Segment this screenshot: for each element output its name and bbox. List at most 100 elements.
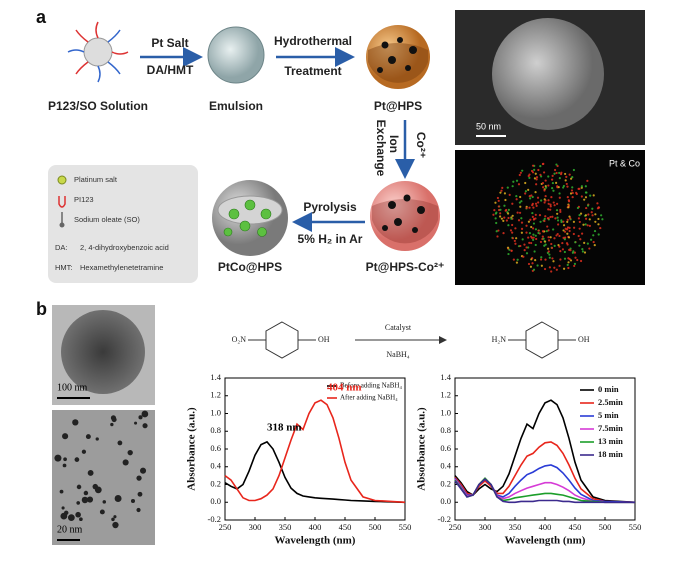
- eds-dot: [571, 186, 574, 189]
- legend-label: 18 min: [598, 449, 623, 459]
- tem-dot: [72, 419, 79, 426]
- eds-dot: [597, 223, 600, 226]
- particle: [239, 220, 251, 232]
- eds-dot: [579, 212, 583, 215]
- eds-dot: [525, 231, 528, 234]
- data-line: [224, 399, 406, 504]
- particle: [381, 41, 389, 49]
- eds-dot: [507, 212, 510, 215]
- particle: [377, 67, 383, 73]
- eds-dot: [527, 262, 531, 266]
- step-label: Hydrothermal: [274, 34, 352, 48]
- tem-dot: [141, 410, 149, 418]
- data-line: [224, 440, 406, 504]
- eds-dot: [580, 186, 583, 189]
- eds-dot: [558, 234, 561, 238]
- eds-dot: [563, 257, 567, 260]
- particle: [417, 206, 425, 214]
- eds-dot: [567, 236, 571, 239]
- eds-dots: [492, 162, 604, 273]
- chem-label: H₂N: [492, 335, 507, 344]
- legend-text: HMT:: [55, 263, 73, 272]
- eds-dot: [511, 223, 514, 227]
- chem-label: O₂N: [232, 335, 247, 344]
- x-tick-label: 250: [449, 522, 462, 532]
- eds-dot: [553, 172, 556, 175]
- eds-dot: [566, 232, 569, 235]
- eds-dot: [563, 230, 567, 233]
- data-line: [454, 441, 636, 504]
- tem-dot: [137, 491, 143, 497]
- eds-dot: [571, 251, 574, 254]
- eds-dot: [508, 248, 511, 251]
- tem-dot: [63, 457, 67, 462]
- eds-dot: [572, 168, 575, 172]
- eds-dot: [573, 226, 576, 229]
- eds-dot: [532, 268, 536, 271]
- eds-dot: [510, 217, 513, 220]
- eds-dot: [567, 266, 570, 270]
- eds-dot: [540, 264, 543, 267]
- eds-dot: [494, 212, 497, 215]
- tem-dot: [122, 459, 129, 466]
- x-axis-label: Wavelength (nm): [275, 535, 356, 547]
- eds-dot: [556, 212, 559, 215]
- legend-label: 7.5min: [598, 423, 623, 433]
- y-tick-label: 0.4: [440, 461, 451, 471]
- x-tick-label: 400: [539, 522, 552, 532]
- eds-dot: [539, 240, 543, 244]
- annotation: 318 nm: [267, 422, 302, 434]
- eds-dot: [547, 175, 550, 178]
- eds-dot: [543, 171, 546, 174]
- y-tick-label: 1.2: [440, 390, 451, 400]
- legend-label: After adding NaBH₄: [340, 394, 398, 402]
- particle: [260, 208, 272, 220]
- eds-dot: [576, 206, 580, 210]
- x-tick-label: 550: [629, 522, 642, 532]
- eds-dot: [518, 201, 521, 204]
- eds-dot: [548, 253, 551, 256]
- eds-dot: [586, 204, 590, 207]
- eds-dot: [514, 242, 517, 245]
- eds-dot: [543, 201, 546, 204]
- x-tick-label: 550: [399, 522, 412, 532]
- eds-dot: [559, 210, 562, 213]
- step-label: 5% H₂ in Ar: [298, 232, 363, 246]
- eds-dot: [552, 189, 555, 192]
- eds-dot: [511, 185, 514, 188]
- eds-dot: [586, 242, 589, 245]
- eds-dot: [506, 186, 509, 189]
- eds-dot: [556, 232, 559, 236]
- y-tick-label: 0.4: [210, 461, 221, 471]
- eds-dot: [594, 213, 597, 216]
- benzene-ring: [525, 321, 559, 359]
- eds-dot: [578, 213, 581, 217]
- eds-dot: [566, 263, 569, 266]
- y-tick-label: 0.8: [210, 425, 221, 435]
- eds-dot: [511, 214, 514, 217]
- eds-dot: [585, 191, 588, 194]
- y-tick-label: 0.6: [210, 443, 221, 453]
- eds-dot: [545, 230, 548, 233]
- chain: [97, 65, 101, 83]
- eds-dot: [496, 196, 500, 200]
- eds-dot: [535, 183, 538, 186]
- eds-dot: [543, 198, 546, 201]
- eds-dot: [563, 250, 566, 254]
- eds-dot: [577, 234, 580, 238]
- eds-dot: [558, 171, 561, 175]
- eds-dot: [538, 214, 542, 217]
- tem-dot: [140, 467, 147, 474]
- eds-dot: [586, 179, 589, 182]
- eds-dot: [566, 226, 570, 229]
- eds-dot: [550, 270, 553, 273]
- stage-label: Pt@HPS-Co²⁺: [366, 260, 445, 274]
- eds-dot: [556, 202, 559, 205]
- tem-dot: [61, 506, 65, 510]
- eds-dot: [515, 195, 518, 198]
- eds-dot: [534, 202, 538, 205]
- eds-dot: [531, 215, 534, 218]
- tem-dots: [54, 410, 149, 529]
- eds-dot: [601, 218, 604, 221]
